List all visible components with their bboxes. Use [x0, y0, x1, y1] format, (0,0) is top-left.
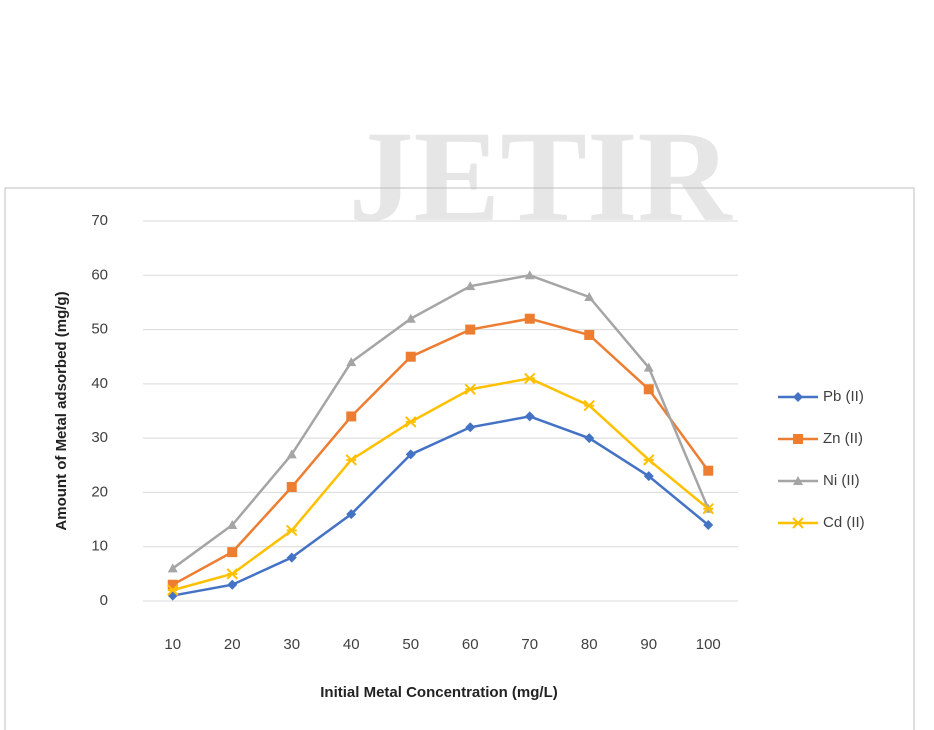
x-tick-label: 60 — [462, 636, 479, 653]
marker — [287, 482, 297, 492]
legend-label: Ni (II) — [823, 472, 860, 489]
legend-label: Pb (II) — [823, 388, 864, 405]
marker — [227, 569, 237, 579]
marker — [465, 325, 475, 335]
x-tick-label: 70 — [521, 636, 538, 653]
marker — [584, 330, 594, 340]
y-tick-label: 60 — [91, 266, 108, 283]
y-tick-label: 30 — [91, 429, 108, 446]
marker — [525, 373, 535, 383]
y-tick-label: 10 — [91, 538, 108, 555]
x-tick-label: 30 — [283, 636, 300, 653]
y-tick-label: 0 — [100, 592, 108, 609]
marker — [406, 417, 416, 427]
x-tick-label: 90 — [640, 636, 657, 653]
chart-frame — [5, 188, 914, 730]
marker — [227, 580, 237, 590]
y-tick-label: 50 — [91, 321, 108, 338]
x-tick-label: 100 — [696, 636, 721, 653]
y-tick-label: 40 — [91, 375, 108, 392]
marker — [525, 411, 535, 421]
y-tick-label: 20 — [91, 483, 108, 500]
marker — [465, 422, 475, 432]
marker — [168, 591, 178, 601]
series-line — [173, 378, 709, 590]
legend-label: Zn (II) — [823, 430, 863, 447]
marker — [793, 434, 803, 444]
series-line — [173, 319, 709, 585]
series-line — [173, 275, 709, 568]
marker — [346, 411, 356, 421]
marker — [406, 352, 416, 362]
marker — [584, 401, 594, 411]
y-tick-label: 70 — [91, 212, 108, 229]
series-line — [173, 416, 709, 595]
x-tick-label: 20 — [224, 636, 241, 653]
y-axis-title: Amount of Metal adsorbed (mg/g) — [53, 291, 70, 530]
watermark: JETIR — [349, 105, 734, 249]
chart: JETIR Initial Metal Concentration (mg/L)… — [0, 0, 934, 730]
x-tick-label: 50 — [402, 636, 419, 653]
x-tick-label: 40 — [343, 636, 360, 653]
marker — [287, 525, 297, 535]
marker — [465, 384, 475, 394]
x-tick-label: 80 — [581, 636, 598, 653]
marker — [793, 518, 803, 528]
legend-label: Cd (II) — [823, 514, 865, 531]
marker — [644, 455, 654, 465]
marker — [644, 384, 654, 394]
marker — [703, 466, 713, 476]
x-axis-title: Initial Metal Concentration (mg/L) — [320, 684, 558, 701]
marker — [793, 392, 803, 402]
marker — [346, 455, 356, 465]
marker — [227, 547, 237, 557]
x-tick-label: 10 — [164, 636, 181, 653]
marker — [525, 314, 535, 324]
